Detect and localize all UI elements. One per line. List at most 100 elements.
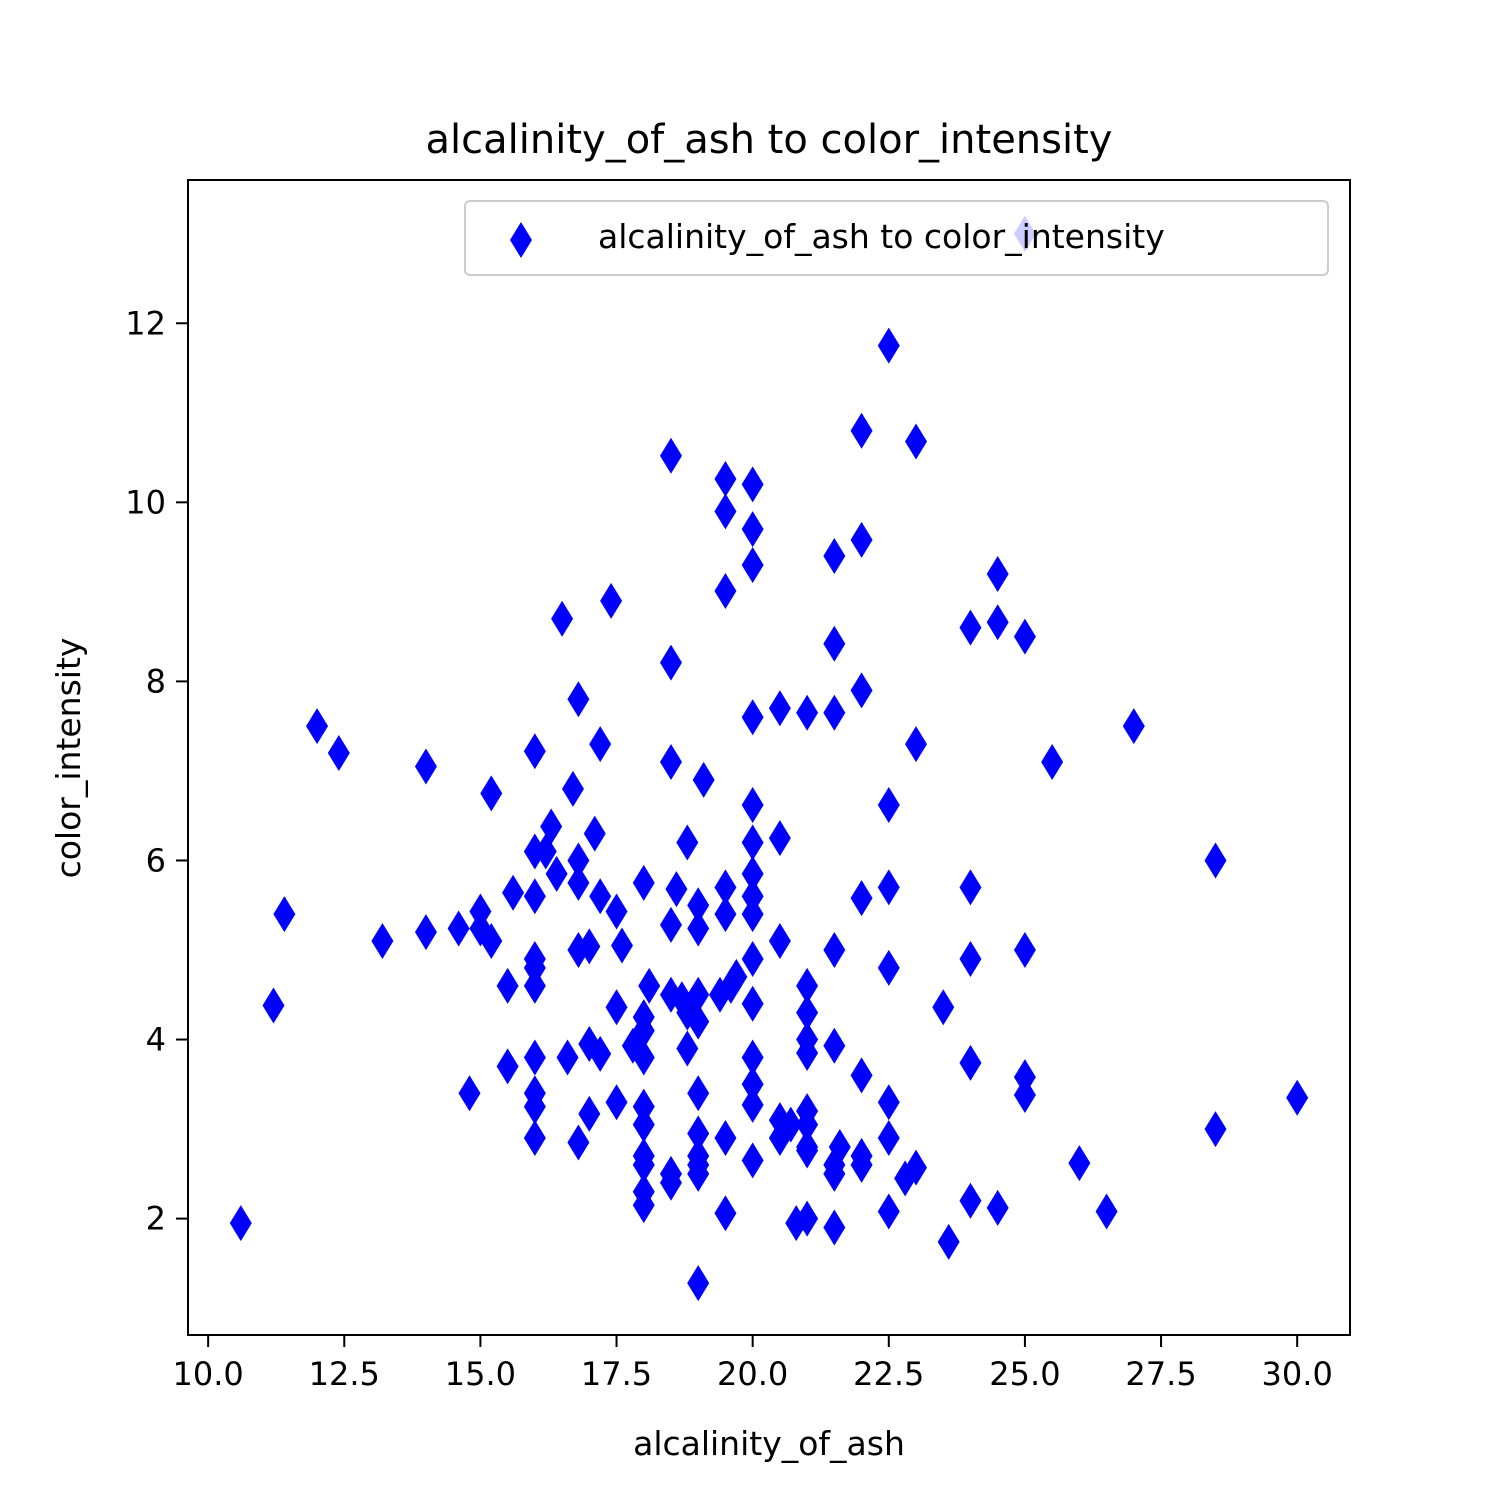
data-point-158	[959, 869, 982, 906]
data-point-38	[578, 928, 601, 965]
legend-entry-label: alcalinity_of_ash to color_intensity	[598, 217, 1165, 256]
data-point-112	[768, 820, 791, 857]
data-point-16	[502, 874, 525, 911]
data-point-140	[850, 880, 873, 917]
data-point-104	[741, 896, 764, 933]
y-axis-label: color_intensity	[49, 638, 88, 879]
data-point-174	[1204, 842, 1227, 879]
data-point-42	[589, 726, 612, 763]
data-point-79	[687, 1075, 710, 1112]
data-point-139	[850, 672, 873, 709]
data-point-149	[877, 1120, 900, 1157]
data-point-9	[458, 1075, 481, 1112]
data-point-131	[823, 932, 846, 968]
data-point-0	[229, 1205, 252, 1242]
data-point-4	[327, 735, 350, 772]
data-point-157	[959, 609, 982, 646]
data-point-35	[567, 864, 590, 901]
data-point-118	[796, 694, 819, 731]
data-point-106	[741, 985, 764, 1022]
data-point-46	[605, 893, 628, 930]
data-point-6	[414, 914, 437, 951]
data-point-171	[1068, 1145, 1091, 1182]
data-point-100	[741, 786, 764, 823]
data-point-76	[687, 910, 710, 947]
data-point-101	[741, 824, 764, 861]
data-point-52	[632, 864, 655, 901]
data-point-170	[1041, 743, 1064, 780]
data-point-45	[600, 582, 623, 619]
data-point-160	[959, 1044, 982, 1081]
data-point-122	[796, 1034, 819, 1071]
data-point-153	[905, 726, 928, 763]
data-point-162	[986, 555, 1009, 592]
data-point-96	[741, 466, 764, 503]
data-point-166	[1013, 618, 1036, 655]
data-point-95	[725, 958, 748, 995]
data-point-126	[796, 1132, 819, 1169]
data-point-169	[1013, 1077, 1036, 1114]
data-point-138	[850, 521, 873, 558]
data-point-41	[583, 815, 606, 852]
data-point-144	[877, 327, 900, 364]
data-point-110	[741, 1142, 764, 1179]
data-point-91	[714, 896, 737, 933]
data-point-74	[676, 1030, 699, 1067]
data-point-59	[632, 1146, 655, 1183]
data-point-1	[262, 987, 285, 1024]
data-point-26	[523, 1120, 546, 1157]
data-point-145	[877, 786, 900, 823]
data-point-137	[850, 412, 873, 449]
legend: alcalinity_of_ash to color_intensity	[464, 200, 1329, 276]
data-point-113	[768, 923, 791, 960]
data-point-30	[551, 600, 574, 637]
data-point-84	[687, 1265, 710, 1302]
data-point-167	[1013, 932, 1036, 968]
data-point-93	[714, 1195, 737, 1232]
data-point-54	[632, 1012, 655, 1049]
data-point-66	[659, 906, 682, 943]
data-point-132	[823, 1027, 846, 1064]
x-tick-label: 30.0	[1262, 1355, 1333, 1393]
y-tick-label: 12	[125, 304, 166, 342]
data-point-173	[1122, 708, 1145, 745]
data-point-148	[877, 1084, 900, 1121]
data-point-34	[567, 842, 590, 879]
data-point-44	[589, 1035, 612, 1072]
data-point-119	[796, 967, 819, 1004]
data-point-12	[480, 923, 503, 960]
data-point-143	[850, 1146, 873, 1183]
data-point-88	[714, 493, 737, 530]
y-tick-label: 8	[146, 662, 166, 700]
data-point-120	[796, 994, 819, 1031]
data-point-99	[741, 699, 764, 736]
data-point-141	[850, 1057, 873, 1094]
data-point-152	[905, 423, 928, 460]
data-point-129	[823, 625, 846, 662]
data-point-70	[665, 871, 688, 908]
data-point-29	[545, 855, 568, 892]
data-point-175	[1204, 1111, 1227, 1148]
data-point-156	[937, 1223, 960, 1260]
data-point-28	[540, 808, 563, 845]
x-axis: 10.0 12.5 15.0 17.5 20.0 22.5 25.0 27.5 30.0	[173, 1335, 1333, 1393]
data-point-97	[741, 511, 764, 548]
x-tick-label: 10.0	[173, 1355, 244, 1393]
data-point-85	[692, 761, 715, 798]
y-tick-label: 6	[146, 841, 166, 879]
data-point-102	[741, 855, 764, 892]
data-point-154	[905, 1149, 928, 1186]
chart-title: alcalinity_of_ash to color_intensity	[426, 117, 1113, 163]
data-point-37	[567, 1124, 590, 1161]
data-point-109	[741, 1086, 764, 1123]
x-tick-label: 15.0	[445, 1355, 516, 1393]
data-point-80	[687, 1115, 710, 1152]
data-point-33	[567, 681, 590, 718]
data-point-3	[306, 708, 329, 745]
data-point-47	[605, 989, 628, 1026]
x-tick-label: 25.0	[989, 1355, 1060, 1393]
data-point-150	[877, 1193, 900, 1230]
data-point-90	[714, 869, 737, 906]
y-tick-label: 10	[125, 483, 166, 521]
